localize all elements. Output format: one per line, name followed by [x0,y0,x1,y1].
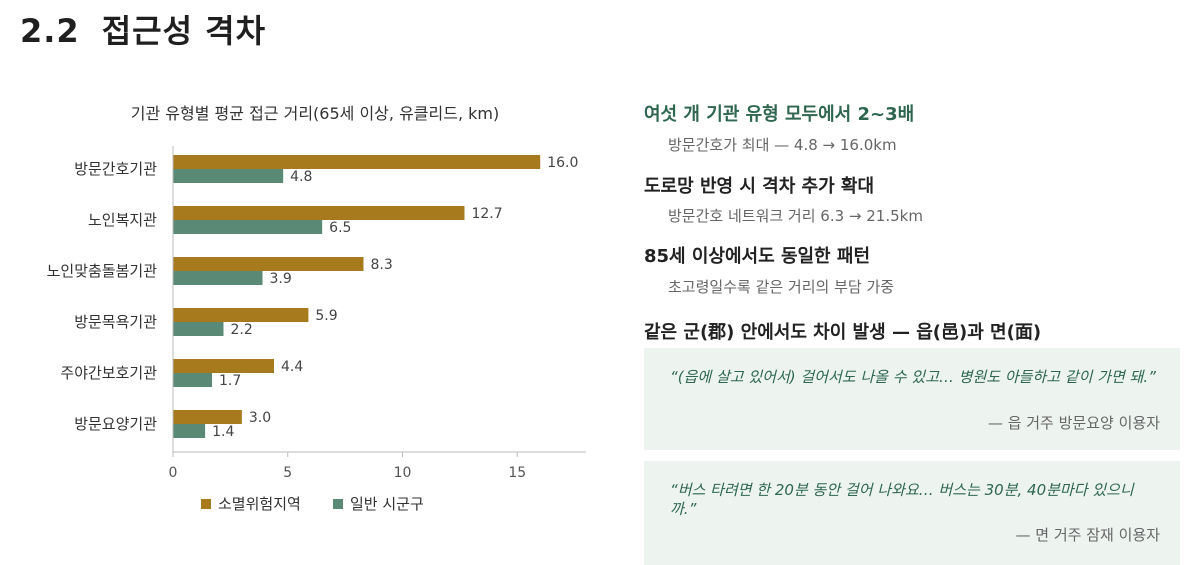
data-label: 1.4 [212,424,234,440]
category-label: 노인복지관 [88,211,157,229]
data-label: 2.2 [230,322,252,338]
category-label: 노인맞춤돌봄기관 [47,262,158,280]
bar-general [173,220,323,234]
finding-2-detail: 방문간호 네트워크 거리 6.3 → 21.5km [668,207,923,225]
finding-2-heading: 도로망 반영 시 격차 추가 확대 [644,176,875,197]
data-label: 3.0 [249,410,271,426]
x-tick-label: 5 [283,465,292,481]
quote-card-1: “(읍에 살고 있어서) 걸어서도 나올 수 있고… 병원도 아들하고 같이 가… [644,348,1180,450]
data-label: 8.3 [370,257,392,273]
chart-title: 기관 유형별 평균 접근 거리(65세 이상, 유클리드, km) [131,104,499,123]
bar-general [173,169,284,183]
data-label: 1.7 [219,373,241,389]
data-label: 6.5 [329,220,351,236]
category-label: 방문요양기관 [74,415,157,433]
bar-general [173,271,263,285]
quote-2-source: — 면 거주 잠재 이용자 [1015,526,1160,544]
section-number: 2.2 [20,12,80,50]
data-label: 4.8 [290,169,312,185]
finding-1-heading: 여섯 개 기관 유형 모두에서 2~3배 [644,104,915,125]
x-tick-label: 10 [394,465,412,481]
category-label: 주야간보호기관 [60,364,157,382]
legend-label: 소멸위험지역 [218,495,301,513]
quote-1-source: — 읍 거주 방문요양 이용자 [987,414,1160,432]
bar-extinction-risk [173,359,274,373]
bar-extinction-risk [173,257,364,271]
category-label: 방문간호기관 [74,160,157,178]
x-tick-label: 0 [169,465,178,481]
quote-card-2: “버스 타려면 한 20분 동안 걸어 나와요… 버스는 30분, 40분마다 … [644,461,1180,565]
data-label: 16.0 [547,155,578,171]
data-label: 5.9 [315,308,337,324]
bar-extinction-risk [173,410,242,424]
legend-label: 일반 시군구 [350,495,424,513]
bar-general [173,322,224,336]
bar-extinction-risk [173,308,309,322]
bar-general [173,424,206,438]
bar-extinction-risk [173,206,465,220]
data-label: 12.7 [471,206,502,222]
finding-3-detail: 초고령일수록 같은 거리의 부담 가중 [668,278,895,296]
section-title: 접근성 격차 [101,12,267,50]
x-tick-label: 15 [508,465,526,481]
finding-4-heading: 같은 군(郡) 안에서도 차이 발생 — 읍(邑)과 면(面) [644,322,1042,343]
quote-2-text: “버스 타려면 한 20분 동안 걸어 나와요… 버스는 30분, 40분마다 … [670,481,1134,518]
legend-swatch [333,499,343,509]
finding-3-heading: 85세 이상에서도 동일한 패턴 [644,246,871,267]
data-label: 3.9 [270,271,292,287]
page-title: 2.2 접근성 격차 [20,6,266,52]
finding-1-detail: 방문간호가 최대 — 4.8 → 16.0km [668,136,897,154]
bar-extinction-risk [173,155,541,169]
category-label: 방문목욕기관 [74,313,157,331]
data-label: 4.4 [281,359,303,375]
legend-swatch [201,499,211,509]
bar-chart: 기관 유형별 평균 접근 거리(65세 이상, 유클리드, km) 방문간호기관 1… [47,104,586,513]
quote-1-text: “(읍에 살고 있어서) 걸어서도 나올 수 있고… 병원도 아들하고 같이 가… [670,368,1156,386]
bar-general [173,373,213,387]
